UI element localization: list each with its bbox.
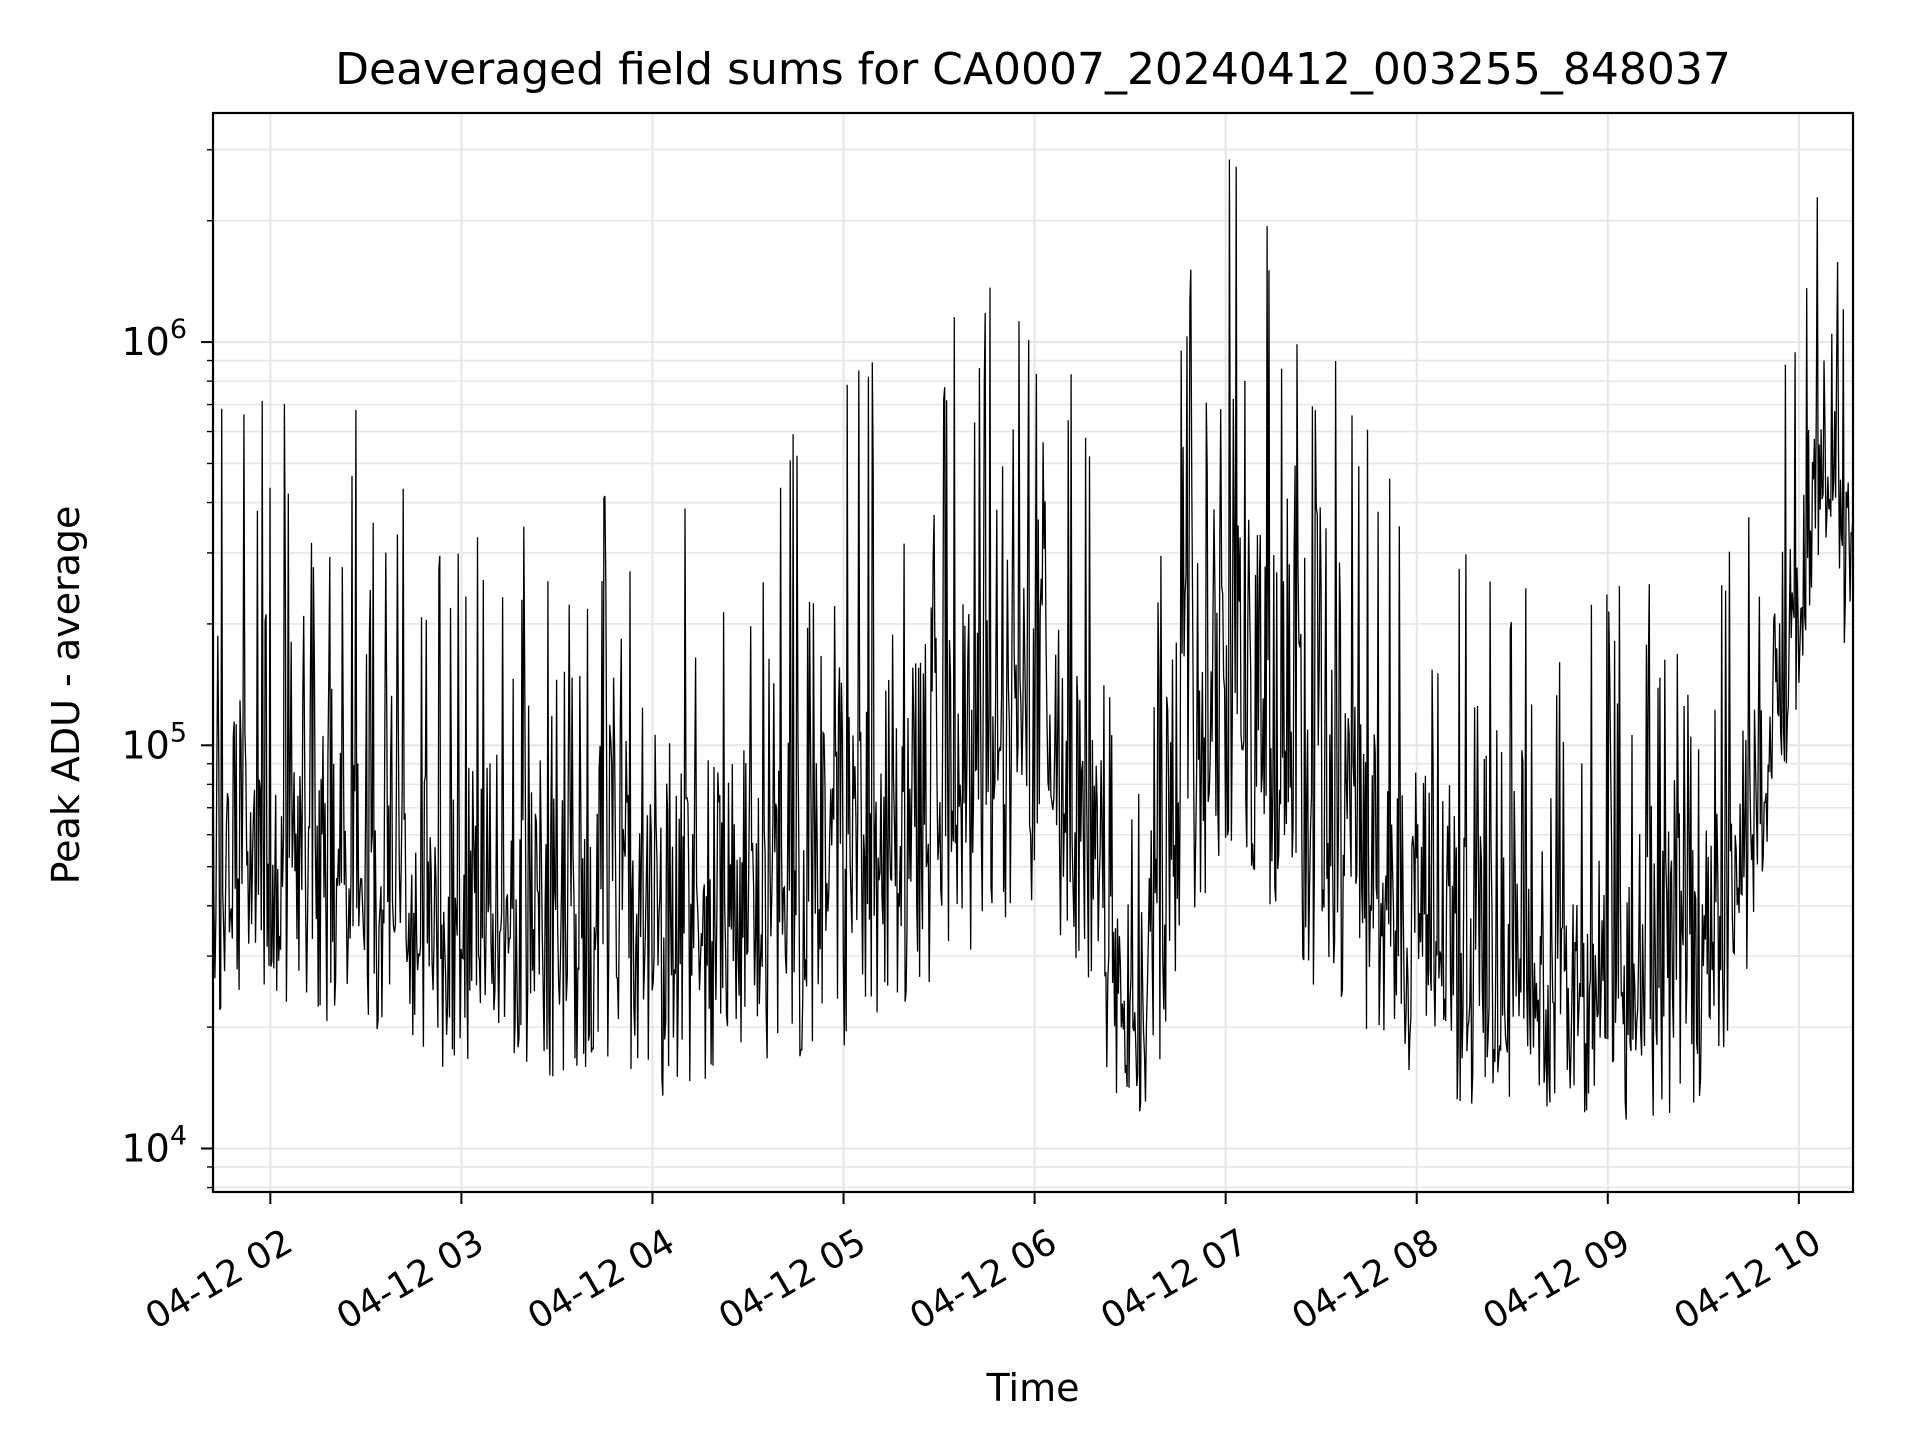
x-tick-label: 04-12 06 [903, 1221, 1064, 1337]
x-tick-label: 04-12 05 [712, 1221, 873, 1337]
y-tick-label: 106 [121, 314, 187, 364]
y-tick-exponent: 6 [170, 314, 187, 345]
y-tick-base: 10 [121, 1126, 169, 1170]
y-tick-label: 104 [121, 1120, 187, 1170]
x-axis-label: Time [986, 1366, 1080, 1410]
y-axis-label: Peak ADU - average [44, 505, 88, 885]
x-tick-label: 04-12 07 [1094, 1221, 1255, 1337]
y-tick-exponent: 5 [170, 717, 187, 748]
chart-title: Deaveraged field sums for CA0007_2024041… [335, 44, 1731, 95]
x-tick-label: 04-12 10 [1667, 1221, 1828, 1337]
series-layer [212, 159, 1854, 1120]
y-tick-label: 105 [121, 717, 187, 767]
series-line [212, 159, 1854, 1120]
x-tick-label: 04-12 03 [330, 1221, 491, 1337]
y-tick-base: 10 [121, 723, 169, 767]
x-tick-label: 04-12 08 [1285, 1221, 1446, 1337]
x-tick-label: 04-12 02 [139, 1221, 300, 1337]
tick-marks: 04-12 02 04-12 03 04-12 04 04-12 05 04-12 06… [121, 149, 1828, 1338]
axes-frame [211, 111, 1855, 1194]
y-tick-exponent: 4 [170, 1120, 187, 1151]
y-tick-base: 10 [121, 320, 169, 364]
x-tick-label: 04-12 04 [521, 1221, 682, 1337]
x-tick-label: 04-12 09 [1476, 1221, 1637, 1337]
